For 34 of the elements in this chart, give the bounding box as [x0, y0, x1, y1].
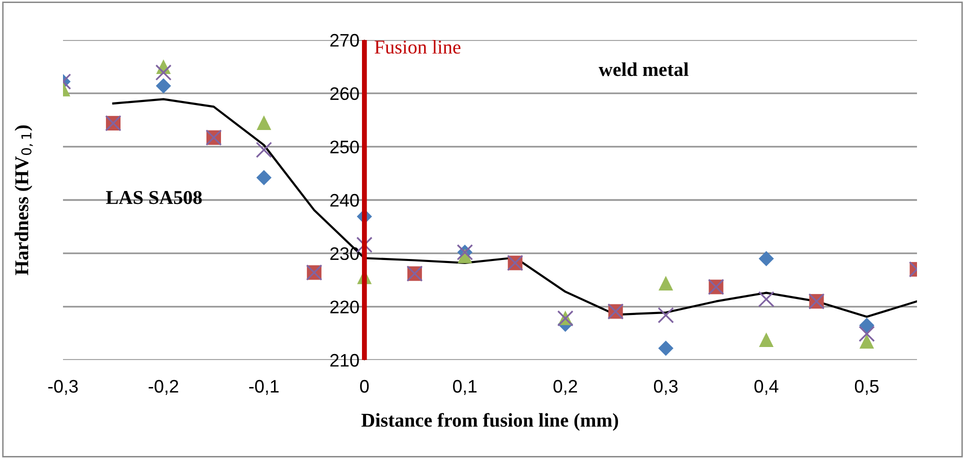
point: [256, 115, 272, 130]
x-tick-label: 0,2: [554, 380, 577, 395]
y-tick-label: 250: [330, 140, 359, 154]
y-tick-label: 220: [330, 300, 359, 314]
x-tick-label: 0: [360, 380, 369, 393]
y-axis-title: Hardness (HV$_{0,1}$): [14, 125, 33, 276]
point: [658, 307, 674, 324]
y-tick-label: 210: [330, 354, 359, 367]
x-axis-title: Distance from fusion line (mm): [361, 412, 618, 431]
annotation: LAS SA508: [106, 190, 202, 204]
annotation: weld metal: [598, 62, 688, 76]
point: [859, 318, 874, 333]
point: [155, 64, 172, 81]
point: [156, 78, 172, 94]
x-tick-label: -0,1: [249, 380, 279, 395]
x-tick-label: 0,4: [754, 380, 778, 395]
x-tick-label: -0,2: [148, 380, 178, 395]
point: [759, 332, 774, 348]
x-tick-label: -0,3: [48, 380, 78, 395]
point: [758, 291, 774, 308]
x-tick-label: 0,3: [654, 380, 678, 395]
point: [858, 326, 875, 342]
point: [658, 276, 674, 290]
x-tick-label: 0,1: [453, 380, 477, 395]
ref-line-label: Fusion line: [374, 40, 460, 54]
x-tick-label: 0,5: [854, 380, 879, 395]
point: [256, 142, 272, 158]
point: [859, 334, 874, 349]
point: [256, 170, 272, 186]
point: [658, 340, 674, 356]
point: [758, 251, 774, 266]
y-tick-label: 260: [330, 87, 359, 100]
y-tick-label: 270: [330, 34, 359, 47]
y-tick-label: 240: [330, 194, 359, 207]
